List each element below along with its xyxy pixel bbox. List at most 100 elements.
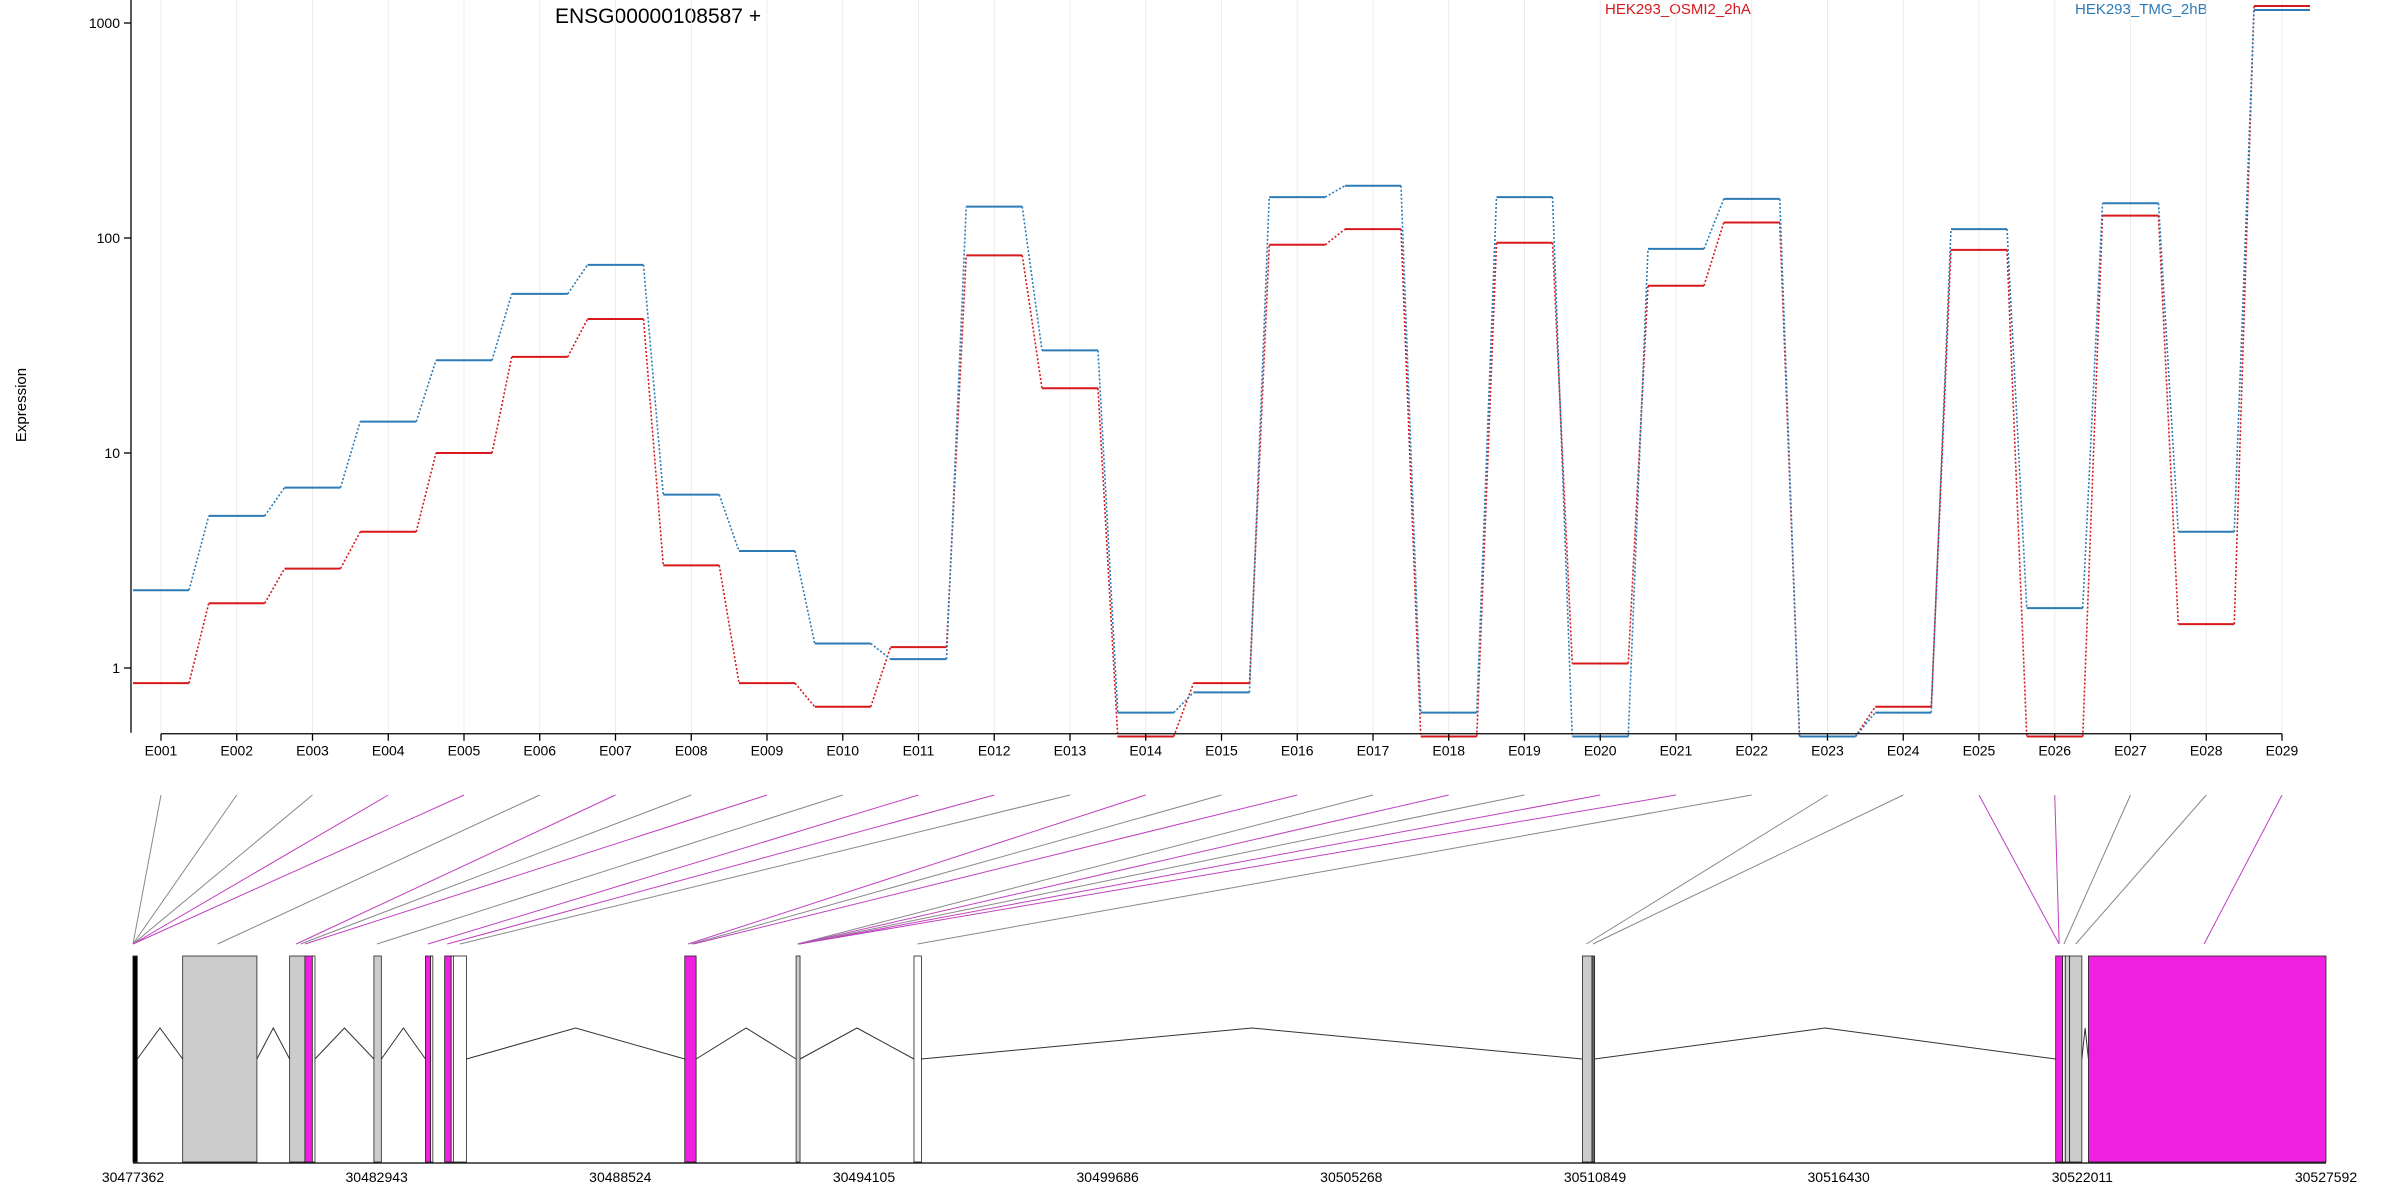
series-1-connector — [945, 255, 968, 648]
x-tick-label-e013: E013 — [1054, 743, 1087, 759]
series-1-connector — [718, 565, 740, 684]
x-tick-label-e011: E011 — [903, 743, 935, 759]
connector-e026 — [2054, 794, 2060, 945]
exon-e017 — [2055, 955, 2064, 1163]
series-1-connector — [1627, 285, 1649, 664]
series-1-connector — [1324, 228, 1346, 246]
x-tick-label-e016: E016 — [1281, 743, 1314, 759]
y-axis-label: Expression — [13, 368, 30, 442]
y-tick-label: 100 — [97, 230, 121, 246]
genomic-tick-label: 30516430 — [1808, 1169, 1871, 1185]
exon-e008 — [430, 955, 434, 1163]
connector-e025 — [1978, 794, 2060, 945]
series-1-connector — [567, 318, 589, 358]
genomic-tick-label: 30482943 — [346, 1169, 409, 1185]
connector-e006 — [217, 794, 540, 945]
series-1-connector — [264, 568, 286, 604]
x-tick-label-e024: E024 — [1887, 743, 1920, 759]
series-1-connector — [188, 603, 210, 684]
genomic-tick-label: 30527592 — [2295, 1169, 2358, 1185]
connector-e012 — [447, 794, 995, 945]
connector-e021 — [799, 794, 1677, 945]
series-2-connector — [1400, 185, 1422, 713]
x-tick-label-e025: E025 — [1963, 743, 1996, 759]
series-2-connector — [1248, 197, 1271, 693]
x-tick-label-e027: E027 — [2114, 743, 2147, 759]
series-2-connector — [642, 264, 665, 495]
x-tick-label-e002: E002 — [220, 743, 253, 759]
series-2-connector — [491, 293, 513, 361]
grid-lines — [160, 0, 2283, 733]
connector-e001 — [132, 794, 162, 945]
series-1-connector — [2006, 249, 2028, 737]
y-tick-label: 10 — [104, 445, 120, 461]
x-tick-label-e005: E005 — [448, 743, 481, 759]
series-2-connector — [1475, 197, 1498, 713]
x-tick-label-e015: E015 — [1205, 743, 1238, 759]
x-tick-label-e004: E004 — [372, 743, 405, 759]
series-2-connector — [1854, 712, 1876, 738]
series-2-connector — [2233, 9, 2255, 532]
intron — [799, 1027, 915, 1060]
series-1-connector — [1930, 249, 1952, 707]
series-1-connector — [339, 531, 361, 569]
exon-e016 — [1591, 955, 1596, 1163]
x-tick-label-e009: E009 — [751, 743, 784, 759]
y-tick-label: 1000 — [89, 15, 120, 31]
connector-e010 — [376, 794, 843, 945]
bin-connectors — [132, 794, 2283, 945]
connector-e022 — [917, 794, 1752, 945]
connector-e008 — [300, 794, 692, 945]
series-2-connector — [567, 264, 589, 295]
series-2-connector — [1173, 691, 1195, 714]
connector-e007 — [295, 794, 616, 945]
series-1-connector — [642, 318, 665, 566]
connector-e018 — [798, 794, 1449, 945]
connector-e003 — [132, 794, 313, 945]
x-tick-label-e007: E007 — [599, 743, 632, 759]
intron — [466, 1027, 685, 1060]
series-1-connector — [1703, 222, 1725, 286]
intron — [921, 1027, 1583, 1060]
series-1-connector — [491, 356, 513, 454]
genomic-tick-label: 30505268 — [1320, 1169, 1383, 1185]
x-tick-label-e019: E019 — [1508, 743, 1541, 759]
series-2-connector — [1097, 350, 1119, 713]
series-2-connector — [1930, 229, 1952, 713]
connector-e017 — [797, 794, 1374, 945]
genomic-tick-label: 30522011 — [2052, 1169, 2113, 1185]
connector-e029 — [2203, 794, 2283, 945]
x-tick-label-e010: E010 — [826, 743, 859, 759]
series-1-connector — [794, 682, 816, 708]
exon-e014 — [913, 955, 922, 1163]
exon-e015 — [1581, 955, 1593, 1163]
series-2-connector — [1627, 248, 1649, 737]
exon-e004 — [304, 955, 313, 1163]
chart-title: ENSG00000108587 + — [555, 5, 761, 28]
x-tick-label-e018: E018 — [1432, 743, 1465, 759]
connector-e020 — [799, 794, 1601, 945]
genomic-tick-label: 30494105 — [833, 1169, 896, 1185]
genomic-tick-label: 30499686 — [1077, 1169, 1140, 1185]
intron — [380, 1027, 426, 1060]
series-1-connector — [1400, 229, 1422, 737]
exon-e003 — [289, 955, 306, 1163]
series-2-connector — [945, 206, 968, 660]
x-tick-label-e014: E014 — [1129, 743, 1162, 759]
connector-e004 — [132, 794, 389, 945]
genomic-tick-label: 30510849 — [1564, 1169, 1627, 1185]
x-tick-label-e017: E017 — [1357, 743, 1390, 759]
series-2-connector — [415, 360, 437, 422]
intron — [2081, 1027, 2089, 1060]
exon-e021 — [2088, 955, 2327, 1163]
series-2-connector — [718, 494, 740, 552]
series-1-connector — [2157, 215, 2180, 625]
x-tick-label-e029: E029 — [2266, 743, 2299, 759]
series-1-connector — [2233, 5, 2255, 625]
connector-e005 — [132, 794, 465, 945]
connector-e011 — [427, 794, 919, 945]
intron — [136, 1027, 184, 1060]
exon-e006 — [373, 955, 382, 1163]
x-tick-label-e023: E023 — [1811, 743, 1844, 759]
